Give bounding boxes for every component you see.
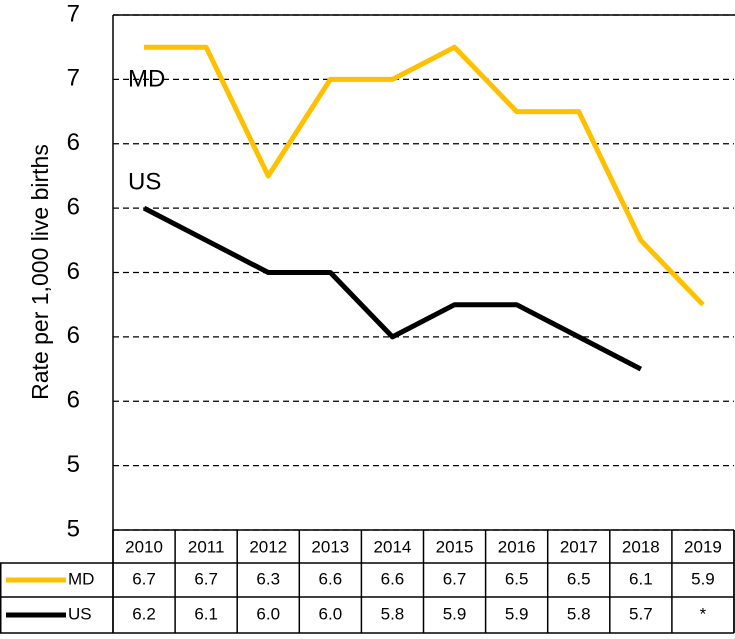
x-tick-label: 2012 [249, 537, 287, 556]
table-value: 5.9 [505, 604, 529, 623]
x-tick-label: 2013 [311, 537, 349, 556]
x-tick-label: 2014 [374, 537, 412, 556]
y-tick-label: 6 [67, 193, 80, 220]
series-annotation: MD [128, 65, 165, 92]
y-axis-label: Rate per 1,000 live births [27, 144, 53, 400]
legend-label: MD [68, 569, 94, 588]
table-value: 6.7 [194, 569, 218, 588]
table-value: 5.9 [691, 569, 715, 588]
table-value: 5.8 [381, 604, 405, 623]
table-value: 5.7 [629, 604, 653, 623]
y-tick-label: 7 [67, 0, 80, 27]
table-value: 6.2 [132, 604, 156, 623]
table-value: 6.5 [505, 569, 529, 588]
table-value: 6.7 [443, 569, 467, 588]
y-tick-label: 7 [67, 65, 80, 92]
x-tick-label: 2017 [560, 537, 598, 556]
y-tick-label: 5 [67, 451, 80, 478]
x-tick-label: 2019 [684, 537, 722, 556]
y-tick-label: 6 [67, 387, 80, 414]
x-tick-label: 2015 [436, 537, 474, 556]
x-tick-label: 2010 [125, 537, 163, 556]
table-value: 6.6 [319, 569, 343, 588]
x-tick-label: 2018 [622, 537, 660, 556]
table-value: 5.8 [567, 604, 591, 623]
table-value: * [700, 604, 707, 623]
table-value: 6.6 [381, 569, 405, 588]
table-value: 6.5 [567, 569, 591, 588]
table-value: 6.7 [132, 569, 156, 588]
y-tick-label: 6 [67, 322, 80, 349]
series-line [144, 44, 705, 307]
table-value: 6.0 [319, 604, 343, 623]
table-value: 6.1 [194, 604, 218, 623]
table-value: 6.3 [256, 569, 280, 588]
y-tick-label: 6 [67, 258, 80, 285]
legend-label: US [68, 604, 92, 623]
series-line [142, 205, 643, 372]
table-value: 5.9 [443, 604, 467, 623]
x-tick-label: 2011 [188, 537, 225, 556]
x-tick-label: 2016 [498, 537, 536, 556]
y-tick-label: 6 [67, 129, 80, 156]
y-tick-label: 5 [67, 515, 80, 542]
table-value: 6.0 [256, 604, 280, 623]
table-value: 6.1 [629, 569, 653, 588]
series-annotation: US [128, 168, 161, 195]
